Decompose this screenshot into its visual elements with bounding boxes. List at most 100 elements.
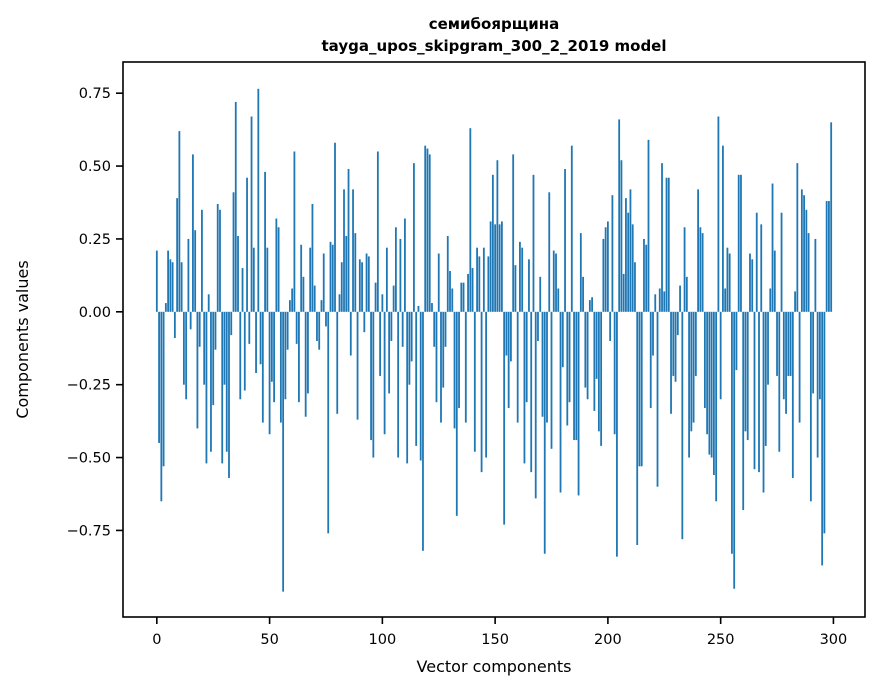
- bar: [622, 273, 625, 312]
- bar: [338, 294, 341, 312]
- bar: [602, 238, 605, 312]
- bar: [210, 311, 212, 452]
- bar: [182, 311, 185, 385]
- bar: [828, 201, 830, 312]
- chart-title-line1: семибоярщина: [429, 15, 560, 33]
- bar: [241, 268, 244, 312]
- bar: [498, 224, 501, 312]
- bar: [609, 311, 612, 341]
- bar: [207, 294, 210, 312]
- bar: [555, 253, 557, 312]
- bar: [676, 311, 679, 336]
- y-tick-label: 0.00: [79, 305, 111, 321]
- bar: [683, 227, 686, 312]
- bar: [769, 288, 772, 312]
- bar: [825, 201, 828, 312]
- bar: [699, 227, 702, 312]
- bar: [462, 282, 465, 312]
- bar: [627, 212, 630, 312]
- bar: [487, 256, 490, 312]
- bar: [180, 262, 183, 312]
- bar: [564, 168, 566, 312]
- x-tick-label: 250: [707, 632, 735, 648]
- bar: [167, 250, 169, 312]
- bar: [318, 311, 321, 350]
- bar: [755, 212, 758, 312]
- bar: [467, 273, 469, 312]
- bar: [313, 285, 316, 312]
- bar: [703, 311, 706, 408]
- x-tick-label: 50: [260, 632, 278, 648]
- bar: [155, 250, 158, 312]
- bar: [514, 265, 517, 312]
- bar: [570, 145, 573, 312]
- bar: [248, 311, 251, 344]
- bar: [361, 262, 363, 312]
- bar: [243, 311, 246, 391]
- bar: [489, 221, 492, 312]
- bar: [588, 300, 591, 312]
- bar: [679, 285, 681, 312]
- bar: [597, 311, 600, 432]
- bar: [546, 311, 548, 423]
- bars-group: [155, 88, 833, 592]
- bar: [749, 253, 751, 312]
- bar: [397, 311, 400, 458]
- y-tick-label: 0.25: [79, 232, 111, 248]
- bar: [640, 311, 643, 467]
- bar: [401, 311, 404, 347]
- bar: [327, 311, 330, 534]
- bar: [316, 311, 318, 341]
- bar: [717, 116, 720, 312]
- bar: [500, 221, 503, 312]
- bar: [478, 256, 481, 312]
- bar: [528, 259, 530, 312]
- bar: [568, 311, 571, 403]
- bar: [647, 139, 650, 312]
- bar: [742, 311, 745, 511]
- bar: [270, 311, 273, 382]
- bar: [410, 311, 413, 362]
- bar: [422, 311, 424, 551]
- bar: [198, 311, 201, 347]
- bar: [419, 311, 422, 461]
- bar: [604, 227, 607, 312]
- bar: [812, 311, 815, 394]
- bar: [798, 311, 801, 423]
- bar: [728, 253, 731, 312]
- bar: [426, 148, 429, 312]
- bar: [559, 311, 562, 493]
- x-tick-label: 0: [152, 632, 161, 648]
- bar: [645, 244, 648, 312]
- bar: [189, 311, 192, 330]
- x-tick-label: 200: [594, 632, 622, 648]
- y-tick-label: −0.25: [67, 378, 111, 394]
- bar: [667, 177, 670, 312]
- bar: [800, 189, 803, 312]
- bar: [300, 244, 303, 312]
- bar: [586, 311, 589, 400]
- bar: [383, 311, 386, 435]
- bar: [279, 311, 282, 423]
- bar: [821, 311, 824, 566]
- bar: [162, 311, 165, 467]
- bar: [239, 311, 242, 400]
- bar: [331, 244, 334, 312]
- y-tick-label: −0.75: [67, 523, 111, 539]
- bar: [394, 227, 397, 312]
- bar: [469, 128, 472, 312]
- bar: [805, 209, 808, 312]
- bar: [722, 145, 724, 312]
- bar: [417, 305, 420, 312]
- bar: [584, 311, 587, 388]
- bar: [408, 311, 411, 385]
- bar: [185, 311, 188, 400]
- bar: [688, 311, 690, 458]
- bar: [485, 311, 487, 458]
- bar: [286, 311, 289, 350]
- bar: [746, 311, 749, 441]
- bar: [512, 154, 515, 312]
- bar: [347, 168, 350, 312]
- bar: [433, 311, 436, 347]
- bar: [225, 311, 228, 452]
